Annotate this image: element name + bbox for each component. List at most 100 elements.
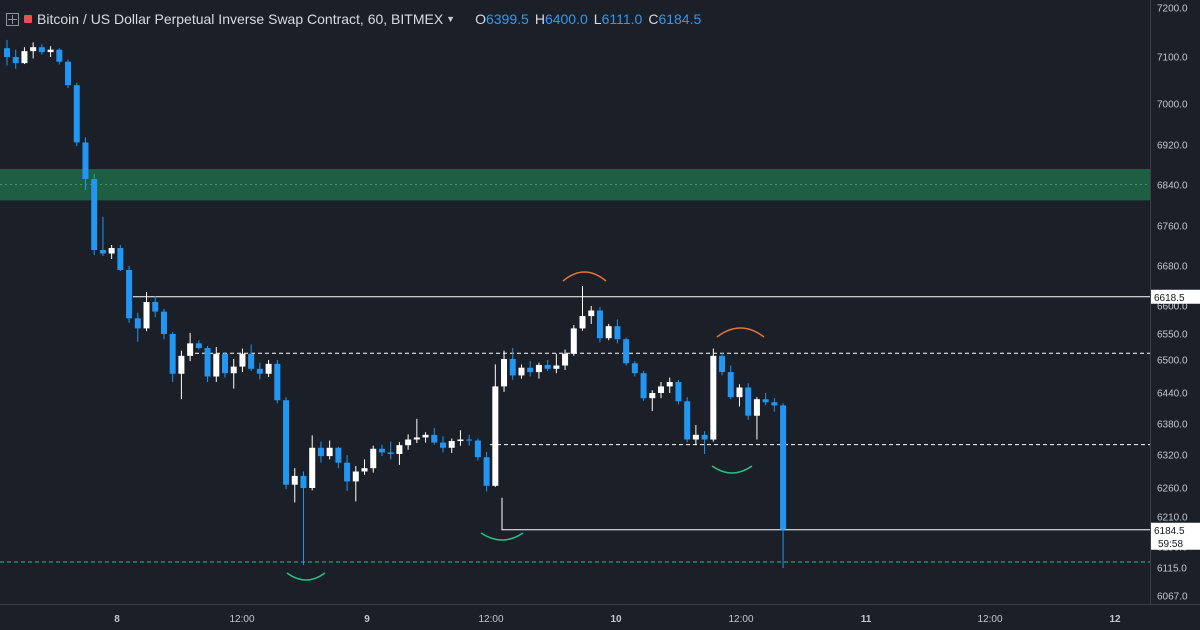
candle-body[interactable] <box>753 399 760 416</box>
candle-body[interactable] <box>710 355 717 440</box>
candle-body[interactable] <box>518 367 525 376</box>
candle-body[interactable] <box>623 339 630 364</box>
price-axis-tick: 6600.0 <box>1157 302 1188 313</box>
candle-body[interactable] <box>658 386 664 393</box>
candle-body[interactable] <box>65 61 72 86</box>
candle-body[interactable] <box>326 447 333 457</box>
candle-body[interactable] <box>780 405 787 530</box>
candle-body[interactable] <box>213 353 220 377</box>
candle-body[interactable] <box>73 85 80 143</box>
candle-body[interactable] <box>56 49 63 62</box>
chart-header: Bitcoin / US Dollar Perpetual Inverse Sw… <box>6 8 701 30</box>
candle-body[interactable] <box>466 439 473 441</box>
candle-body[interactable] <box>474 440 481 458</box>
candle-body[interactable] <box>117 248 124 270</box>
candle-body[interactable] <box>422 434 429 438</box>
candle-body[interactable] <box>239 353 246 367</box>
candle-body[interactable] <box>108 248 115 254</box>
candle-body[interactable] <box>562 353 569 366</box>
candle-body[interactable] <box>195 343 202 349</box>
candle-body[interactable] <box>771 402 778 406</box>
candle-body[interactable] <box>745 387 752 416</box>
candle-body[interactable] <box>256 368 263 374</box>
candle-body[interactable] <box>588 310 595 317</box>
candle-body[interactable] <box>431 434 438 443</box>
candle-body[interactable] <box>4 48 10 57</box>
ohlc-low-value: 6111.0 <box>601 11 643 27</box>
candle-body[interactable] <box>378 448 385 453</box>
candle-body[interactable] <box>283 400 290 485</box>
candle-body[interactable] <box>501 358 508 387</box>
candle-body[interactable] <box>544 364 551 369</box>
candle-body[interactable] <box>370 448 377 469</box>
candle-body[interactable] <box>91 179 98 250</box>
candle-body[interactable] <box>553 365 560 369</box>
candle-body[interactable] <box>631 363 638 374</box>
candle-body[interactable] <box>457 439 464 442</box>
price-axis-tick: 6920.0 <box>1157 141 1188 152</box>
resistance-price-label-bg <box>1151 289 1200 304</box>
candle-body[interactable] <box>666 382 673 387</box>
candle-body[interactable] <box>352 471 359 482</box>
candle-body[interactable] <box>396 445 403 454</box>
candle-body[interactable] <box>736 387 743 398</box>
candle-body[interactable] <box>160 311 167 334</box>
candle-body[interactable] <box>719 355 726 373</box>
candle-body[interactable] <box>248 353 255 369</box>
candle-body[interactable] <box>675 382 682 402</box>
support-line[interactable] <box>501 497 1150 531</box>
candle-body[interactable] <box>570 328 577 354</box>
candle-body[interactable] <box>169 334 176 374</box>
candle-body[interactable] <box>405 439 412 446</box>
candle-body[interactable] <box>596 310 603 339</box>
candle-body[interactable] <box>30 47 37 52</box>
candle-body[interactable] <box>230 366 237 374</box>
candle-body[interactable] <box>300 475 307 488</box>
candle-body[interactable] <box>483 457 490 486</box>
candle-body[interactable] <box>317 447 324 457</box>
candle-body[interactable] <box>440 442 446 448</box>
candle-body[interactable] <box>527 367 534 373</box>
candle-body[interactable] <box>265 363 272 374</box>
candle-body[interactable] <box>509 358 516 376</box>
candle-body[interactable] <box>448 441 455 448</box>
candle-body[interactable] <box>649 393 656 399</box>
candle-body[interactable] <box>579 316 586 329</box>
candle-body[interactable] <box>222 353 228 374</box>
candle-body[interactable] <box>12 57 19 64</box>
candle-body[interactable] <box>204 348 211 377</box>
candle-body[interactable] <box>361 468 368 472</box>
symbol-title[interactable]: Bitcoin / US Dollar Perpetual Inverse Sw… <box>37 11 444 27</box>
candle-body[interactable] <box>413 437 420 440</box>
expand-icon[interactable] <box>6 12 19 26</box>
candle-body[interactable] <box>309 447 316 488</box>
candle-body[interactable] <box>38 47 45 53</box>
candle-body[interactable] <box>701 434 708 440</box>
candle-body[interactable] <box>387 452 394 454</box>
candle-body[interactable] <box>684 401 691 440</box>
candle-body[interactable] <box>344 462 351 482</box>
candle-body[interactable] <box>335 447 342 463</box>
candle-body[interactable] <box>492 386 499 486</box>
candle-body[interactable] <box>274 363 281 401</box>
candle-body[interactable] <box>291 475 298 485</box>
candle-body[interactable] <box>178 355 185 374</box>
candle-body[interactable] <box>99 250 106 254</box>
candle-body[interactable] <box>640 373 647 399</box>
candle-body[interactable] <box>605 326 612 339</box>
candle-body[interactable] <box>82 142 89 179</box>
candle-body[interactable] <box>762 399 769 403</box>
chevron-down-icon[interactable]: ▼ <box>446 14 456 24</box>
candle-body[interactable] <box>47 49 54 53</box>
candle-body[interactable] <box>535 364 542 373</box>
candle-body[interactable] <box>692 434 699 440</box>
candle-body[interactable] <box>143 302 150 329</box>
candle-body[interactable] <box>614 326 621 340</box>
candle-body[interactable] <box>187 343 194 356</box>
candle-body[interactable] <box>21 51 28 64</box>
candle-body[interactable] <box>134 318 141 329</box>
candle-body[interactable] <box>126 270 133 319</box>
candle-body[interactable] <box>727 372 734 398</box>
candle-body[interactable] <box>152 302 159 312</box>
